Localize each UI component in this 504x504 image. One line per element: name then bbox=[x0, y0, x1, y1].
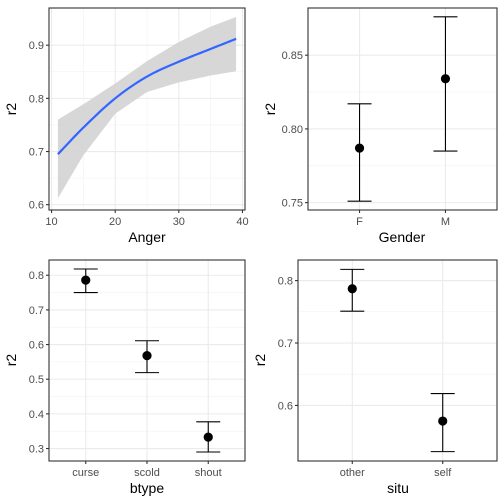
x-tick-label: 10 bbox=[45, 216, 57, 228]
panel-border bbox=[297, 259, 498, 462]
y-axis-title: r2 bbox=[252, 354, 268, 367]
panel-background bbox=[308, 8, 497, 210]
x-tick-label: M bbox=[441, 216, 450, 228]
y-tick-label: 0.6 bbox=[29, 200, 44, 212]
y-axis-title: r2 bbox=[262, 103, 278, 116]
errorbar-shout bbox=[196, 421, 221, 453]
y-axis-title: r2 bbox=[3, 103, 19, 116]
x-tick-label: scold bbox=[134, 467, 160, 479]
y-tick-label: 0.8 bbox=[29, 270, 44, 282]
y-tick-label: 0.8 bbox=[29, 93, 44, 105]
panel-4: other self 0.6 0.7 0.8 situ r2 bbox=[252, 259, 498, 496]
y-tick-label: 0.6 bbox=[29, 340, 44, 352]
y-tick-label: 0.85 bbox=[282, 50, 303, 62]
y-tick-label: 0.7 bbox=[278, 338, 293, 350]
point-F bbox=[354, 143, 365, 153]
x-tick-label: F bbox=[356, 216, 363, 228]
x-axis-title: Anger bbox=[128, 229, 166, 245]
point-other bbox=[347, 284, 357, 294]
x-tick-label: self bbox=[434, 467, 452, 479]
errorbar-M bbox=[433, 16, 458, 152]
x-axis-title: situ bbox=[387, 480, 409, 496]
x-tick-label: curse bbox=[72, 467, 99, 479]
point-curse bbox=[81, 275, 91, 285]
x-tick-label: shout bbox=[195, 467, 222, 479]
panel-3: curse scold shout 0.3 0.4 0.5 0.6 0.7 0.8 btype r2 bbox=[3, 259, 246, 496]
point-scold bbox=[142, 351, 152, 361]
point-shout bbox=[203, 432, 213, 442]
panel-border bbox=[307, 7, 498, 211]
y-tick-label: 0.9 bbox=[29, 40, 44, 52]
panel-border bbox=[48, 7, 246, 211]
point-self bbox=[438, 416, 448, 426]
y-tick-label: 0.80 bbox=[282, 124, 303, 136]
errorbar-self bbox=[430, 393, 455, 453]
errorbar-curse bbox=[73, 268, 98, 294]
panel-background bbox=[298, 260, 497, 461]
y-tick-label: 0.7 bbox=[29, 147, 44, 159]
fit-line bbox=[57, 37, 237, 155]
errorbar-other bbox=[340, 268, 365, 312]
x-axis-title: btype bbox=[130, 480, 164, 496]
x-tick-label: 30 bbox=[173, 216, 185, 228]
errorbar-scold bbox=[135, 340, 159, 374]
panel-1: 10 20 30 40 0.6 0.7 0.8 0.9 Anger r2 bbox=[3, 7, 249, 245]
panel-2: F M 0.75 0.80 0.85 Gender r2 bbox=[262, 7, 498, 245]
y-tick-label: 0.75 bbox=[282, 198, 303, 210]
y-tick-label: 0.3 bbox=[29, 444, 44, 456]
y-tick-label: 0.4 bbox=[29, 409, 44, 421]
y-axis-title: r2 bbox=[3, 354, 19, 367]
point-M bbox=[440, 74, 451, 84]
y-tick-label: 0.7 bbox=[29, 305, 44, 317]
y-tick-label: 0.5 bbox=[29, 374, 44, 386]
x-axis-title: Gender bbox=[379, 229, 426, 245]
y-tick-label: 0.6 bbox=[278, 400, 293, 412]
confidence-band bbox=[57, 17, 237, 199]
y-tick-label: 0.8 bbox=[278, 276, 293, 288]
errorbar-F bbox=[347, 103, 372, 202]
x-tick-label: other bbox=[340, 467, 365, 479]
x-tick-label: 20 bbox=[109, 216, 121, 228]
x-tick-label: 40 bbox=[236, 216, 248, 228]
